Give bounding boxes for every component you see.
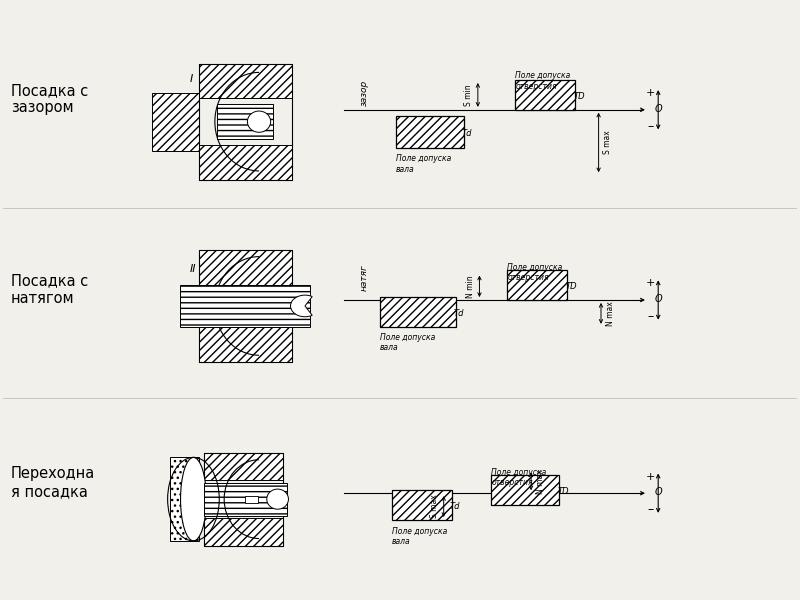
Text: Посадка с
зазором: Посадка с зазором (10, 83, 88, 115)
Text: Поле допуска
отверстия: Поле допуска отверстия (491, 467, 546, 487)
Bar (198, 64, 291, 98)
Text: Td: Td (462, 129, 473, 138)
Text: TD: TD (573, 92, 585, 101)
Ellipse shape (181, 457, 206, 541)
Text: II: II (190, 265, 196, 274)
Text: Посадка с
натягом: Посадка с натягом (10, 273, 88, 305)
Bar (198, 250, 291, 362)
Bar (198, 145, 291, 179)
Text: Поле допуска
вала: Поле допуска вала (392, 527, 447, 547)
Text: N max: N max (536, 469, 545, 494)
Bar (515, 80, 574, 110)
Bar (204, 518, 282, 545)
Bar (170, 457, 198, 541)
Text: Поле допуска
вала: Поле допуска вала (396, 154, 451, 174)
Text: +: + (646, 278, 655, 289)
Text: зазор: зазор (360, 80, 369, 106)
Text: Td: Td (450, 502, 461, 511)
Bar (491, 475, 559, 505)
Wedge shape (290, 295, 312, 317)
Bar (396, 116, 463, 148)
Text: O: O (654, 487, 662, 497)
Text: Поле допуска
вала: Поле допуска вала (380, 332, 435, 352)
Text: Переходна
я посадка: Переходна я посадка (10, 466, 95, 499)
Text: O: O (654, 104, 662, 113)
Bar (180, 284, 310, 327)
Text: –: – (647, 310, 654, 323)
Text: N max: N max (606, 301, 614, 326)
Bar (198, 250, 291, 284)
Ellipse shape (266, 489, 289, 509)
Text: I: I (190, 74, 193, 84)
Bar (152, 92, 198, 151)
Bar (245, 496, 258, 503)
Bar (204, 453, 282, 545)
Text: +: + (646, 472, 655, 482)
Text: –: – (647, 120, 654, 133)
Text: O: O (654, 294, 662, 304)
Bar (507, 270, 567, 300)
Text: N min: N min (466, 275, 474, 298)
Text: Td: Td (454, 309, 465, 318)
Bar (204, 453, 282, 480)
Text: III: III (190, 458, 199, 467)
Bar (380, 297, 456, 327)
Text: Поле допуска
отверстия: Поле допуска отверстия (507, 263, 562, 282)
Text: S min: S min (464, 84, 473, 106)
Text: +: + (646, 88, 655, 98)
Bar (392, 490, 452, 520)
Bar (198, 327, 291, 362)
Text: натяг: натяг (360, 265, 369, 291)
Bar (198, 64, 291, 179)
Bar (204, 483, 287, 515)
Bar (217, 104, 273, 139)
Text: TD: TD (566, 282, 577, 291)
Text: TD: TD (558, 487, 569, 496)
Text: S max: S max (430, 494, 439, 518)
Text: Поле допуска
отверстия: Поле допуска отверстия (515, 71, 570, 91)
Text: –: – (647, 503, 654, 517)
Text: S max: S max (603, 131, 612, 154)
Ellipse shape (247, 111, 270, 132)
